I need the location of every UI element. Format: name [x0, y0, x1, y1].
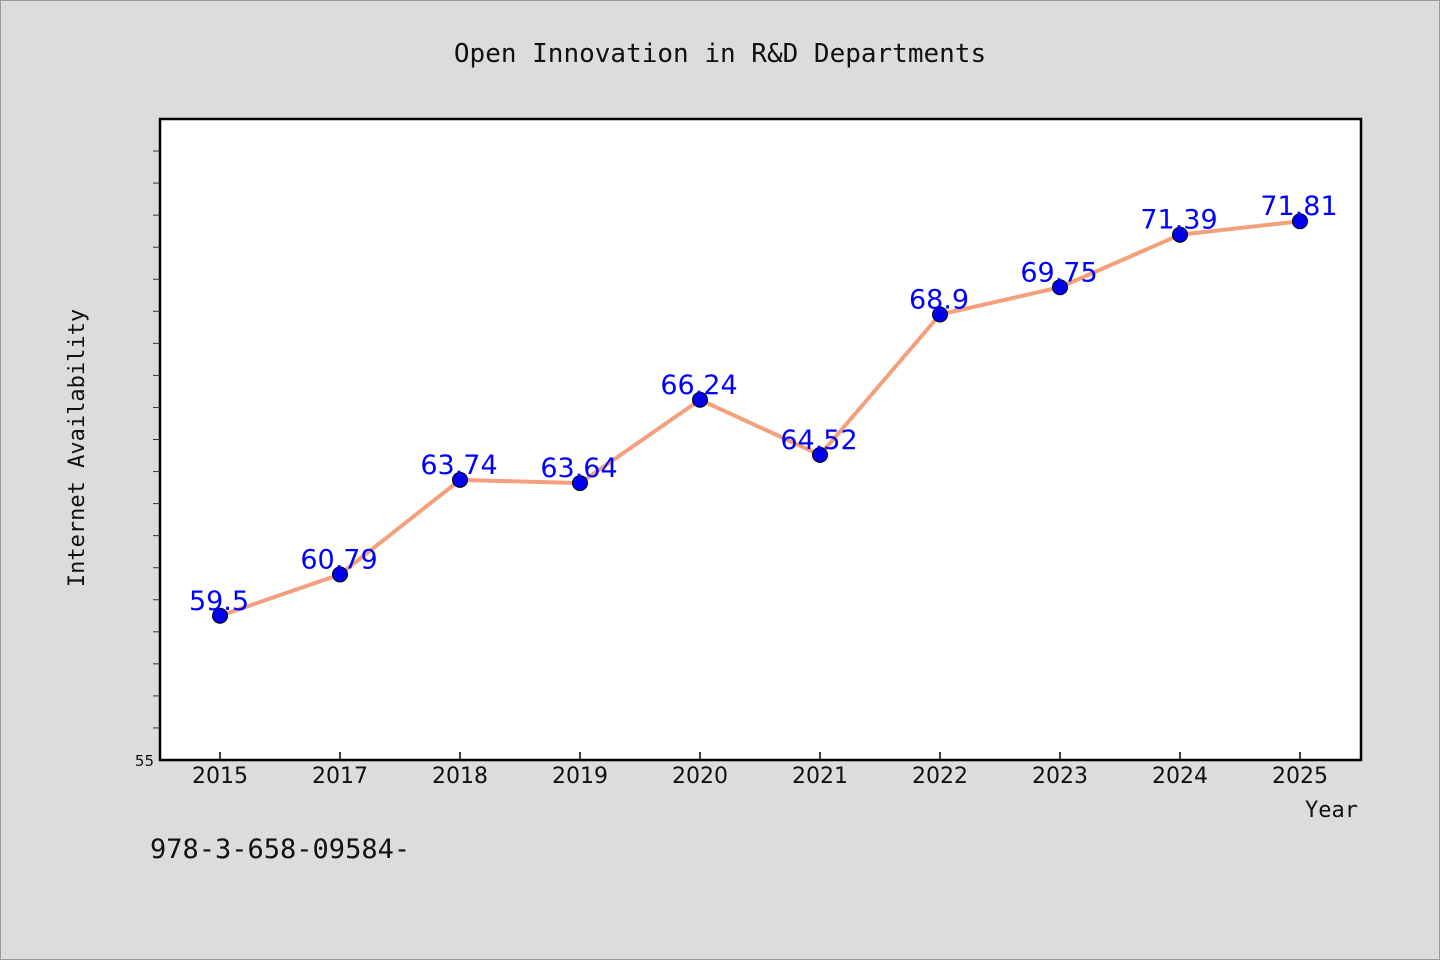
y-axis-label: Internet Availability: [65, 309, 90, 587]
isbn-footer: 978-3-658-09584-: [150, 834, 411, 865]
data-label: 64.52: [780, 425, 857, 456]
data-label: 60.79: [300, 544, 377, 575]
x-axis-ticks: 2015 2017 2018 2019 2020 2021 2022 2023 2024 2025: [192, 752, 1328, 789]
x-tick-label: 2021: [792, 764, 848, 789]
y-axis-ticks: 55: [135, 150, 160, 770]
x-tick-label: 2018: [432, 764, 488, 789]
x-tick-label: 2020: [672, 764, 728, 789]
x-tick-label: 2023: [1032, 764, 1088, 789]
series-line: [218, 219, 1302, 618]
data-point: [1292, 213, 1308, 230]
data-point: [452, 471, 468, 488]
x-tick-label: 2025: [1272, 764, 1328, 789]
x-tick-label: 2019: [552, 764, 608, 789]
series-layer: 59.5 60.79 63.74 63.64 66.24 64.52 68.9 69.75 71…: [189, 191, 1338, 624]
data-label: 68.9: [909, 285, 969, 316]
data-label: 63.74: [420, 450, 497, 481]
y-tick-label: 55: [135, 752, 154, 770]
chart-title: Open Innovation in R&D Departments: [454, 39, 986, 69]
data-point: [572, 475, 588, 492]
x-tick-label: 2015: [192, 764, 248, 789]
x-axis-label: Year: [1305, 798, 1358, 823]
data-label: 69.75: [1020, 257, 1097, 288]
x-tick-label: 2017: [312, 764, 368, 789]
data-point: [1052, 279, 1068, 296]
data-label: 71.39: [1140, 205, 1217, 236]
data-point: [332, 566, 348, 583]
data-point: [1172, 226, 1188, 243]
data-label: 59.5: [189, 586, 249, 617]
data-point: [812, 446, 828, 463]
data-label: 63.64: [540, 453, 617, 484]
x-tick-label: 2022: [912, 764, 968, 789]
data-label: 71.81: [1260, 191, 1337, 222]
data-point: [212, 607, 228, 624]
data-point: [932, 306, 948, 323]
x-tick-label: 2024: [1152, 764, 1208, 789]
data-point: [692, 391, 708, 408]
plot-area: [158, 117, 1363, 762]
data-label: 66.24: [660, 370, 737, 401]
